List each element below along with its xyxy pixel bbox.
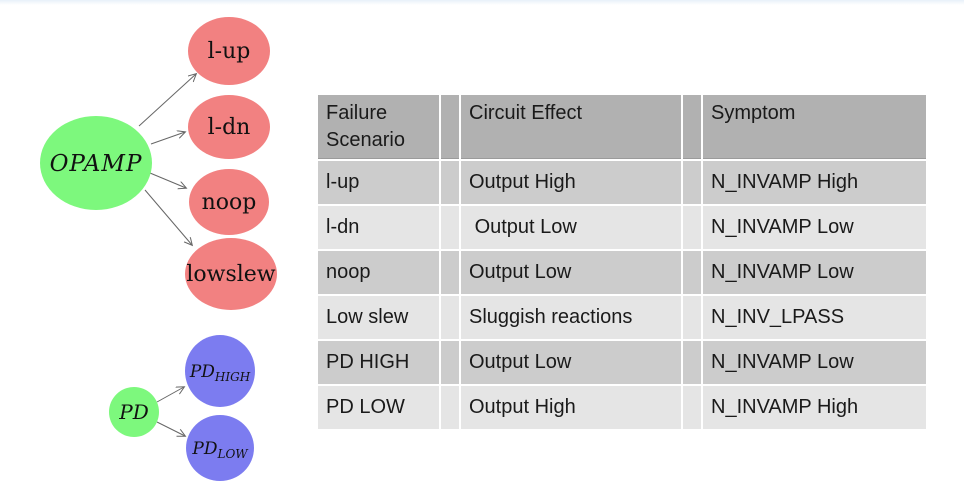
- spacer-cell: [441, 296, 459, 339]
- edge-opamp-noop-arrow: [149, 172, 186, 188]
- cell-effect: Output High: [461, 161, 681, 204]
- node-pd-low: PDLOW: [186, 415, 254, 481]
- failure-scenario-table: Failure Scenario Circuit Effect Symptom …: [316, 93, 928, 431]
- node-pd-high: PDHIGH: [185, 335, 255, 407]
- cell-effect: Output Low: [461, 206, 681, 249]
- node-pd-label: PD: [118, 400, 149, 424]
- cell-scenario: noop: [318, 251, 439, 294]
- cell-symptom: N_INV_LPASS: [703, 296, 926, 339]
- cell-symptom: N_INVAMP High: [703, 161, 926, 204]
- table-row: PD LOW Output High N_INVAMP High: [318, 386, 926, 429]
- spacer-cell: [441, 206, 459, 249]
- spacer-cell: [441, 386, 459, 429]
- cell-scenario: l-dn: [318, 206, 439, 249]
- fault-tree-diagram: OPAMP l-up l-dn noop lowslew PD PDH: [40, 17, 277, 481]
- spacer-cell: [441, 251, 459, 294]
- header-spacer-cell: [683, 95, 701, 159]
- node-pd-high-label: PDHIGH: [189, 362, 251, 384]
- node-l-dn-label: l-dn: [208, 115, 251, 140]
- cell-symptom: N_INVAMP High: [703, 386, 926, 429]
- top-accent-strip: [0, 0, 964, 5]
- node-l-up: l-up: [188, 17, 270, 85]
- table-row: Low slew Sluggish reactions N_INV_LPASS: [318, 296, 926, 339]
- table-row: PD HIGH Output Low N_INVAMP Low: [318, 341, 926, 384]
- node-noop: noop: [189, 169, 269, 235]
- spacer-cell: [441, 161, 459, 204]
- header-symptom: Symptom: [703, 95, 926, 159]
- cell-scenario: l-up: [318, 161, 439, 204]
- edge-opamp-ldn-arrow: [150, 132, 185, 145]
- spacer-cell: [683, 386, 701, 429]
- header-circuit-effect: Circuit Effect: [461, 95, 681, 159]
- cell-effect: Output Low: [461, 341, 681, 384]
- node-pd: PD: [109, 387, 159, 437]
- node-lowslew: lowslew: [185, 238, 277, 310]
- node-opamp-label: OPAMP: [50, 151, 143, 177]
- table-row: noop Output Low N_INVAMP Low: [318, 251, 926, 294]
- cell-symptom: N_INVAMP Low: [703, 341, 926, 384]
- cell-symptom: N_INVAMP Low: [703, 251, 926, 294]
- cell-effect: Output High: [461, 386, 681, 429]
- node-l-dn: l-dn: [188, 95, 270, 159]
- spacer-cell: [683, 341, 701, 384]
- table-row: l-dn Output Low N_INVAMP Low: [318, 206, 926, 249]
- edge-opamp-lup-arrow: [138, 74, 196, 127]
- spacer-cell: [683, 296, 701, 339]
- cell-symptom: N_INVAMP Low: [703, 206, 926, 249]
- spacer-cell: [441, 341, 459, 384]
- cell-effect: Output Low: [461, 251, 681, 294]
- spacer-cell: [683, 206, 701, 249]
- header-spacer-cell: [441, 95, 459, 159]
- edge-pd-pdhigh-arrow: [156, 387, 184, 403]
- node-l-up-label: l-up: [208, 39, 251, 64]
- node-noop-label: noop: [202, 190, 257, 215]
- spacer-cell: [683, 161, 701, 204]
- cell-scenario: PD LOW: [318, 386, 439, 429]
- edge-pd-pdlow-arrow: [156, 421, 185, 436]
- cell-scenario: Low slew: [318, 296, 439, 339]
- cell-effect: Sluggish reactions: [461, 296, 681, 339]
- node-pd-low-label: PDLOW: [191, 439, 249, 461]
- node-opamp: OPAMP: [40, 116, 152, 210]
- table-row: l-up Output High N_INVAMP High: [318, 161, 926, 204]
- table-header-row: Failure Scenario Circuit Effect Symptom: [318, 95, 926, 159]
- header-failure-scenario: Failure Scenario: [318, 95, 439, 159]
- node-lowslew-label: lowslew: [186, 262, 275, 287]
- cell-scenario: PD HIGH: [318, 341, 439, 384]
- spacer-cell: [683, 251, 701, 294]
- edge-opamp-lowslew-arrow: [144, 189, 192, 245]
